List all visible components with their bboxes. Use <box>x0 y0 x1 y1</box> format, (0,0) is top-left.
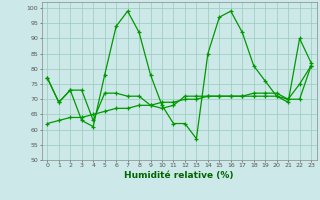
X-axis label: Humidité relative (%): Humidité relative (%) <box>124 171 234 180</box>
